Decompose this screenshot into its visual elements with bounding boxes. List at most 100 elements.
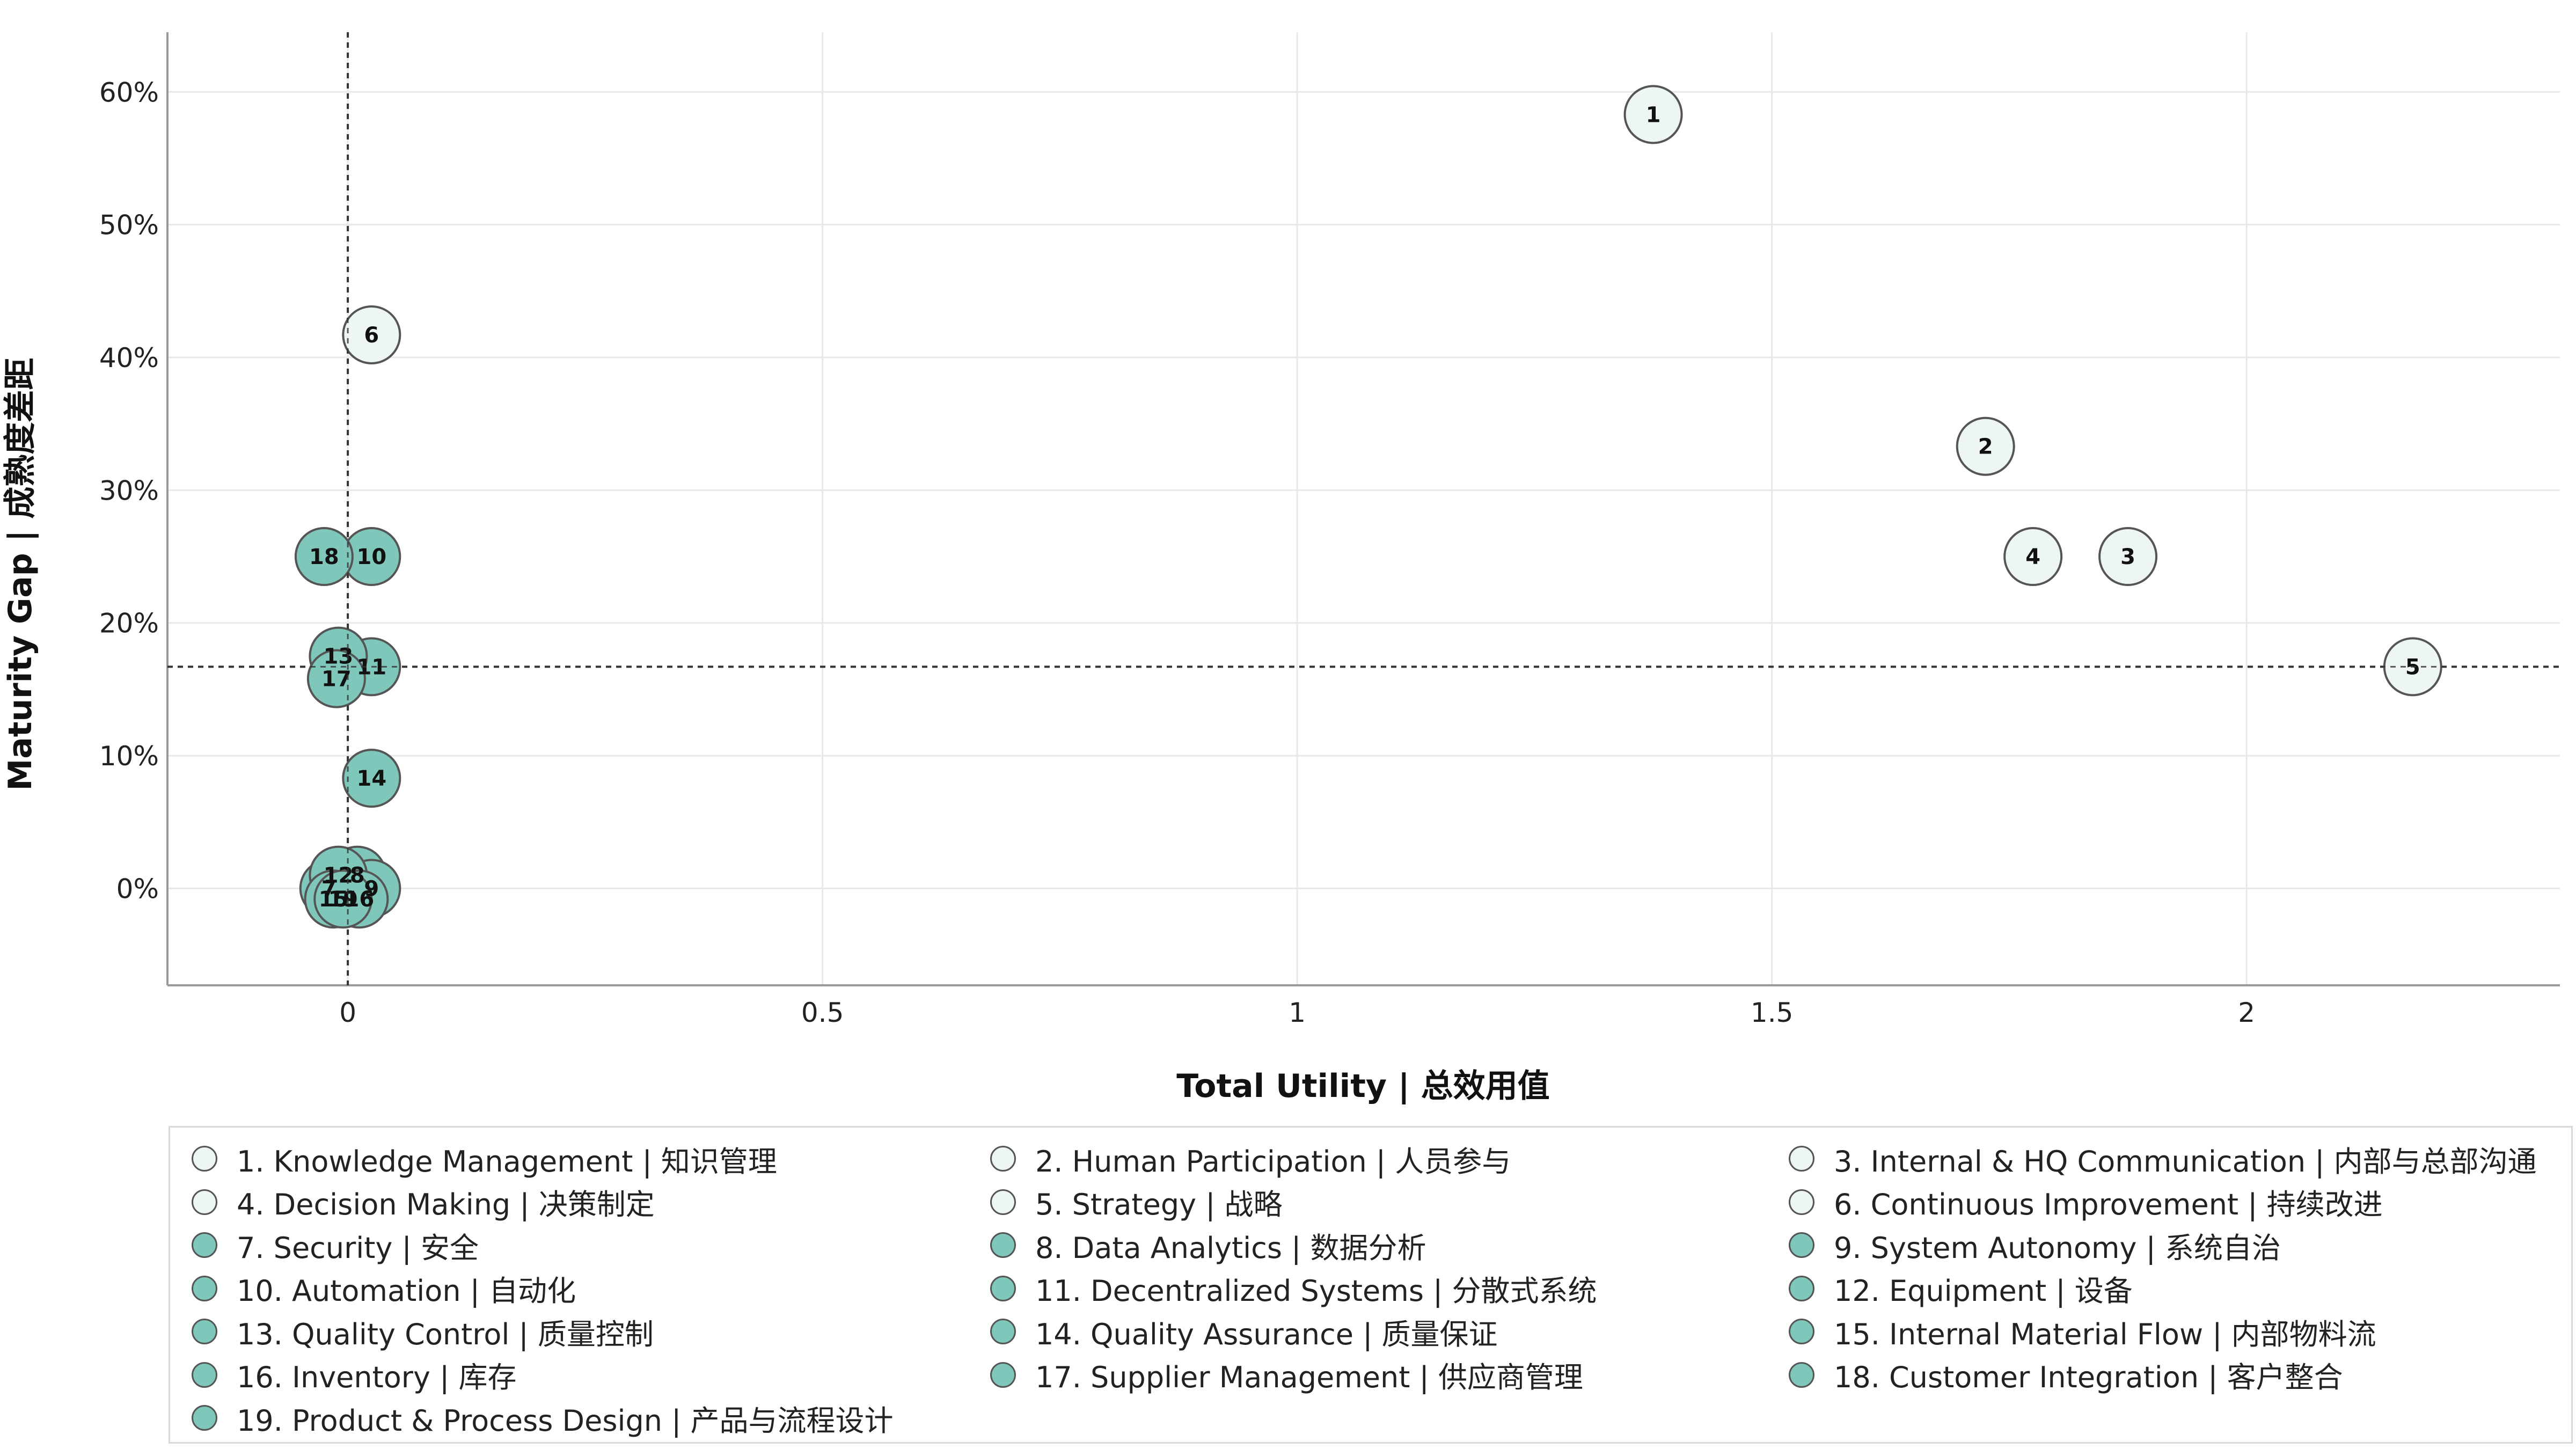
legend-item: 4. Decision Making | 决策制定 bbox=[192, 1181, 655, 1224]
data-point-label: 17 bbox=[321, 667, 352, 692]
legend-item: 5. Strategy | 战略 bbox=[990, 1181, 1283, 1224]
data-point bbox=[342, 305, 401, 364]
legend-item: 16. Inventory | 库存 bbox=[192, 1353, 517, 1396]
legend-label: 7. Security | 安全 bbox=[237, 1231, 479, 1265]
reference-lines bbox=[167, 32, 2560, 985]
legend-label: 17. Supplier Management | 供应商管理 bbox=[1035, 1360, 1583, 1394]
legend-marker bbox=[990, 1275, 1016, 1301]
legend-label: 12. Equipment | 设备 bbox=[1834, 1274, 2133, 1308]
data-point-label: 7 bbox=[321, 876, 336, 901]
data-point-label: 3 bbox=[2120, 545, 2135, 569]
data-point bbox=[1623, 85, 1683, 144]
legend-item: 19. Product & Process Design | 产品与流程设计 bbox=[192, 1396, 894, 1439]
legend-label: 16. Inventory | 库存 bbox=[237, 1360, 517, 1394]
data-point-label: 15 bbox=[319, 887, 349, 912]
data-point-label: 12 bbox=[324, 863, 354, 888]
x-tick-label: 1.5 bbox=[1751, 997, 1794, 1028]
legend-marker bbox=[1789, 1362, 1814, 1388]
legend-marker bbox=[990, 1146, 1016, 1172]
data-point bbox=[2003, 527, 2063, 587]
legend-marker bbox=[1789, 1146, 1814, 1172]
legend-item: 7. Security | 安全 bbox=[192, 1224, 479, 1267]
x-tick-label: 0 bbox=[339, 997, 356, 1028]
legend-label: 6. Continuous Improvement | 持续改进 bbox=[1834, 1188, 2383, 1221]
legend-marker bbox=[192, 1275, 217, 1301]
legend-label: 11. Decentralized Systems | 分散式系统 bbox=[1035, 1274, 1597, 1308]
legend-marker bbox=[192, 1189, 217, 1215]
legend-item: 14. Quality Assurance | 质量保证 bbox=[990, 1310, 1498, 1353]
y-tick-label: 50% bbox=[99, 210, 159, 241]
y-tick-label: 10% bbox=[99, 741, 159, 772]
legend-marker bbox=[1789, 1189, 1814, 1215]
data-point-label: 4 bbox=[2025, 545, 2040, 569]
data-point-label: 8 bbox=[350, 863, 365, 888]
legend-label: 14. Quality Assurance | 质量保证 bbox=[1035, 1317, 1498, 1351]
legend-item: 6. Continuous Improvement | 持续改进 bbox=[1789, 1181, 2383, 1224]
data-point-label: 16 bbox=[345, 887, 375, 912]
legend-marker bbox=[1789, 1319, 1814, 1344]
legend-item: 10. Automation | 自动化 bbox=[192, 1267, 576, 1310]
legend-item: 1. Knowledge Management | 知识管理 bbox=[192, 1137, 777, 1180]
axes bbox=[166, 32, 2560, 986]
legend-label: 13. Quality Control | 质量控制 bbox=[237, 1317, 654, 1351]
legend: 1. Knowledge Management | 知识管理 2. Human P… bbox=[169, 1126, 2573, 1444]
data-point bbox=[2098, 527, 2158, 587]
legend-label: 9. System Autonomy | 系统自治 bbox=[1834, 1231, 2281, 1265]
x-axis-title: Total Utility | 总效用值 bbox=[1176, 1067, 1549, 1105]
legend-label: 8. Data Analytics | 数据分析 bbox=[1035, 1231, 1426, 1265]
data-point-label: 1 bbox=[1646, 103, 1661, 127]
legend-item: 13. Quality Control | 质量控制 bbox=[192, 1310, 654, 1353]
legend-label: 4. Decision Making | 决策制定 bbox=[237, 1188, 655, 1221]
legend-label: 18. Customer Integration | 客户整合 bbox=[1834, 1360, 2343, 1394]
data-point-label: 14 bbox=[357, 766, 387, 791]
y-tick-label: 20% bbox=[99, 608, 159, 639]
data-point-label: 9 bbox=[364, 876, 379, 901]
y-axis-title: Maturity Gap | 成熟度差距 bbox=[2, 358, 39, 791]
legend-marker bbox=[192, 1405, 217, 1431]
legend-label: 1. Knowledge Management | 知识管理 bbox=[237, 1144, 777, 1179]
data-point-label: 13 bbox=[324, 645, 354, 669]
tick-labels: 0 0.5 1 1.5 20%10%20%30%40%50%60% bbox=[99, 77, 2255, 1028]
legend-marker bbox=[192, 1146, 217, 1172]
data-point bbox=[342, 749, 401, 808]
x-tick-label: 2 bbox=[2238, 997, 2255, 1028]
legend-marker bbox=[1789, 1232, 1814, 1258]
data-point-label: 18 bbox=[309, 545, 339, 569]
legend-item: 11. Decentralized Systems | 分散式系统 bbox=[990, 1267, 1597, 1310]
y-tick-label: 60% bbox=[99, 77, 159, 108]
legend-label: 10. Automation | 自动化 bbox=[237, 1274, 576, 1308]
legend-marker bbox=[192, 1362, 217, 1388]
legend-label: 2. Human Participation | 人员参与 bbox=[1035, 1144, 1511, 1179]
y-tick-label: 30% bbox=[99, 475, 159, 506]
legend-label: 5. Strategy | 战略 bbox=[1035, 1188, 1283, 1221]
data-point-label: 2 bbox=[1978, 435, 1993, 459]
legend-label: 19. Product & Process Design | 产品与流程设计 bbox=[237, 1403, 894, 1438]
data-point-label: 19 bbox=[328, 887, 358, 912]
data-point bbox=[306, 649, 366, 708]
data-point bbox=[1956, 416, 2015, 476]
legend-item: 3. Internal & HQ Communication | 内部与总部沟通 bbox=[1789, 1137, 2537, 1180]
legend-label: 3. Internal & HQ Communication | 内部与总部沟通 bbox=[1834, 1144, 2537, 1179]
legend-item: 9. System Autonomy | 系统自治 bbox=[1789, 1224, 2281, 1267]
legend-marker bbox=[1789, 1275, 1814, 1301]
data-point bbox=[294, 527, 354, 587]
y-tick-label: 0% bbox=[116, 873, 159, 904]
legend-item: 18. Customer Integration | 客户整合 bbox=[1789, 1353, 2343, 1396]
legend-item: 15. Internal Material Flow | 内部物料流 bbox=[1789, 1310, 2376, 1353]
legend-label: 15. Internal Material Flow | 内部物料流 bbox=[1834, 1317, 2376, 1351]
legend-marker bbox=[192, 1232, 217, 1258]
legend-marker bbox=[990, 1232, 1016, 1258]
legend-marker bbox=[990, 1362, 1016, 1388]
legend-marker bbox=[192, 1319, 217, 1344]
legend-item: 12. Equipment | 设备 bbox=[1789, 1267, 2133, 1310]
grid bbox=[167, 32, 2560, 985]
data-point bbox=[313, 869, 373, 929]
legend-marker bbox=[990, 1319, 1016, 1344]
legend-marker bbox=[990, 1189, 1016, 1215]
legend-item: 17. Supplier Management | 供应商管理 bbox=[990, 1353, 1583, 1396]
x-tick-label: 0.5 bbox=[801, 997, 844, 1028]
legend-item: 2. Human Participation | 人员参与 bbox=[990, 1137, 1511, 1180]
data-point-label: 6 bbox=[364, 323, 379, 348]
